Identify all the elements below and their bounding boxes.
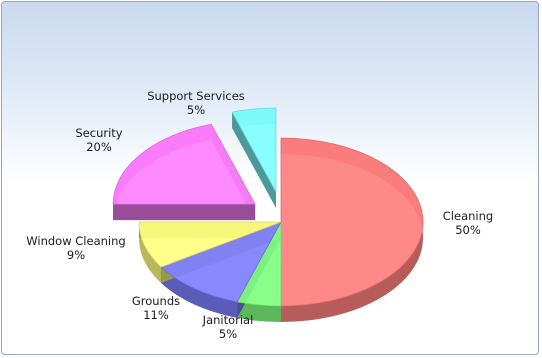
pie-top-faces: [112, 107, 424, 307]
slice-side-janitorial: [237, 301, 281, 322]
slice-label-cleaning: Cleaning: [443, 209, 493, 223]
slice-value-grounds: 11%: [143, 308, 169, 322]
slice-side-grounds: [161, 267, 238, 318]
slice-side-window-cleaning: [139, 222, 162, 284]
slice-value-cleaning: 50%: [455, 223, 481, 237]
slice-wall-support-services-0: [232, 112, 276, 208]
slice-wall-security-0: [113, 204, 256, 221]
slice-label-grounds: Grounds: [132, 294, 180, 308]
slice-support-services: [231, 107, 277, 193]
slice-label-janitorial: Janitorial: [202, 313, 254, 327]
slice-label-window-cleaning: Window Cleaning: [26, 234, 125, 248]
slice-cleaning: [280, 137, 424, 307]
slice-security: [112, 123, 256, 205]
slice-value-security: 20%: [86, 140, 112, 154]
slice-label-security: Security: [75, 126, 122, 140]
slice-value-window-cleaning: 9%: [67, 248, 85, 262]
slice-value-janitorial: 5%: [219, 327, 237, 341]
slice-value-support-services: 5%: [187, 103, 205, 117]
slice-window-cleaning: [138, 221, 282, 268]
slice-label-support-services: Support Services: [147, 89, 245, 103]
slice-grounds: [160, 221, 282, 303]
pie-labels: Cleaning50%Janitorial5%Grounds11%Window …: [26, 89, 493, 341]
